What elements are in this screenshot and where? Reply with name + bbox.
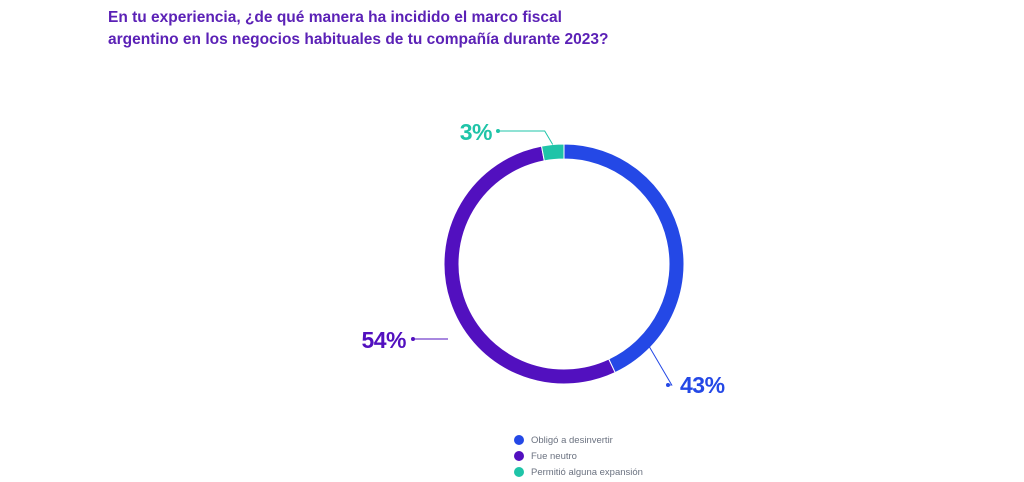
data-label-desinvertir: 43% xyxy=(680,372,725,398)
legend-label-expansion: Permitió alguna expansión xyxy=(531,466,643,478)
legend-swatch-neutro xyxy=(514,451,524,461)
data-label-expansion: 3% xyxy=(460,119,492,145)
legend-item-neutro: Fue neutro xyxy=(514,448,643,464)
legend-swatch-expansion xyxy=(514,467,524,477)
slice-neutro xyxy=(443,145,616,385)
data-label-neutro: 54% xyxy=(361,327,406,353)
leader-dot-desinvertir xyxy=(666,383,670,387)
legend-item-desinvertir: Obligó a desinvertir xyxy=(514,432,643,448)
leader-line-expansion xyxy=(498,130,554,145)
donut-slices xyxy=(443,143,685,385)
legend-swatch-desinvertir xyxy=(514,435,524,445)
leader-dot-expansion xyxy=(496,129,500,133)
slice-expansion xyxy=(540,143,565,162)
legend-item-expansion: Permitió alguna expansión xyxy=(514,464,643,480)
slice-desinvertir xyxy=(563,143,685,374)
data-labels: 43% 54% 3% xyxy=(361,119,725,398)
legend-label-neutro: Fue neutro xyxy=(531,450,577,462)
label-leaders xyxy=(411,129,673,387)
leader-dot-neutro xyxy=(411,337,415,341)
legend-label-desinvertir: Obligó a desinvertir xyxy=(531,434,613,446)
chart-title-line-2: argentino en los negocios habituales de … xyxy=(108,31,609,48)
chart-title: En tu experiencia, ¿de qué manera ha inc… xyxy=(108,7,708,51)
legend: Obligó a desinvertir Fue neutro Permitió… xyxy=(514,432,643,480)
leader-line-desinvertir xyxy=(645,340,673,386)
chart-title-line-1: En tu experiencia, ¿de qué manera ha inc… xyxy=(108,9,562,26)
